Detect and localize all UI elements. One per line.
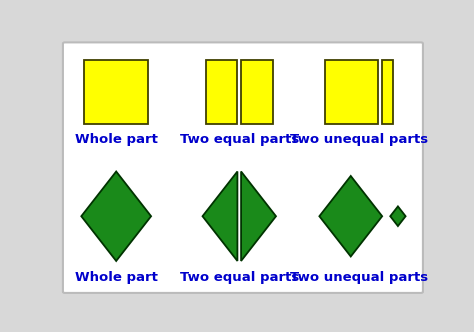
Text: Two unequal parts: Two unequal parts <box>290 133 428 146</box>
Bar <box>84 60 148 124</box>
Polygon shape <box>390 207 406 226</box>
FancyBboxPatch shape <box>63 42 423 293</box>
Polygon shape <box>82 172 151 261</box>
Bar <box>383 60 392 124</box>
Bar <box>206 60 237 124</box>
Text: Two equal parts: Two equal parts <box>180 271 299 284</box>
Bar <box>325 60 378 124</box>
Text: Two equal parts: Two equal parts <box>180 133 299 146</box>
Polygon shape <box>319 176 382 257</box>
Bar <box>241 60 273 124</box>
Polygon shape <box>241 172 276 261</box>
Text: Whole part: Whole part <box>75 133 158 146</box>
Text: Two unequal parts: Two unequal parts <box>290 271 428 284</box>
Text: Whole part: Whole part <box>75 271 158 284</box>
Polygon shape <box>202 172 237 261</box>
